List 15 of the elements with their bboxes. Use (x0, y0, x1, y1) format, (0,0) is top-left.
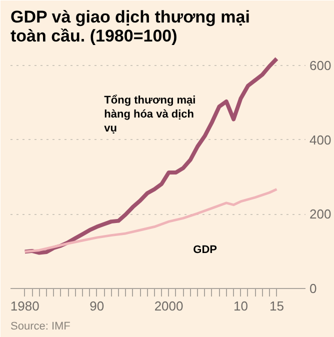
series-label: Tổng thương mại hàng hóa và dịch vụ (104, 94, 196, 135)
x-tick-label: 1980 (10, 298, 40, 314)
line-series (22, 56, 279, 255)
y-tick-label: 0 (310, 281, 317, 296)
x-tick-label: 90 (90, 298, 104, 314)
y-tick-label: 400 (310, 132, 332, 148)
y-tick-label: 200 (310, 206, 332, 222)
chart-title: GDP và giao dịch thương mại toàn cầu. (1980=100) (10, 8, 250, 46)
line-series (24, 188, 278, 253)
y-tick-label: 600 (310, 58, 332, 73)
x-tick-label: 2000 (154, 298, 184, 314)
x-tick-label: 10 (234, 298, 248, 314)
text: GDP (193, 244, 218, 256)
source-note: Source: IMF (10, 320, 71, 332)
x-tick-label: 15 (269, 298, 284, 314)
